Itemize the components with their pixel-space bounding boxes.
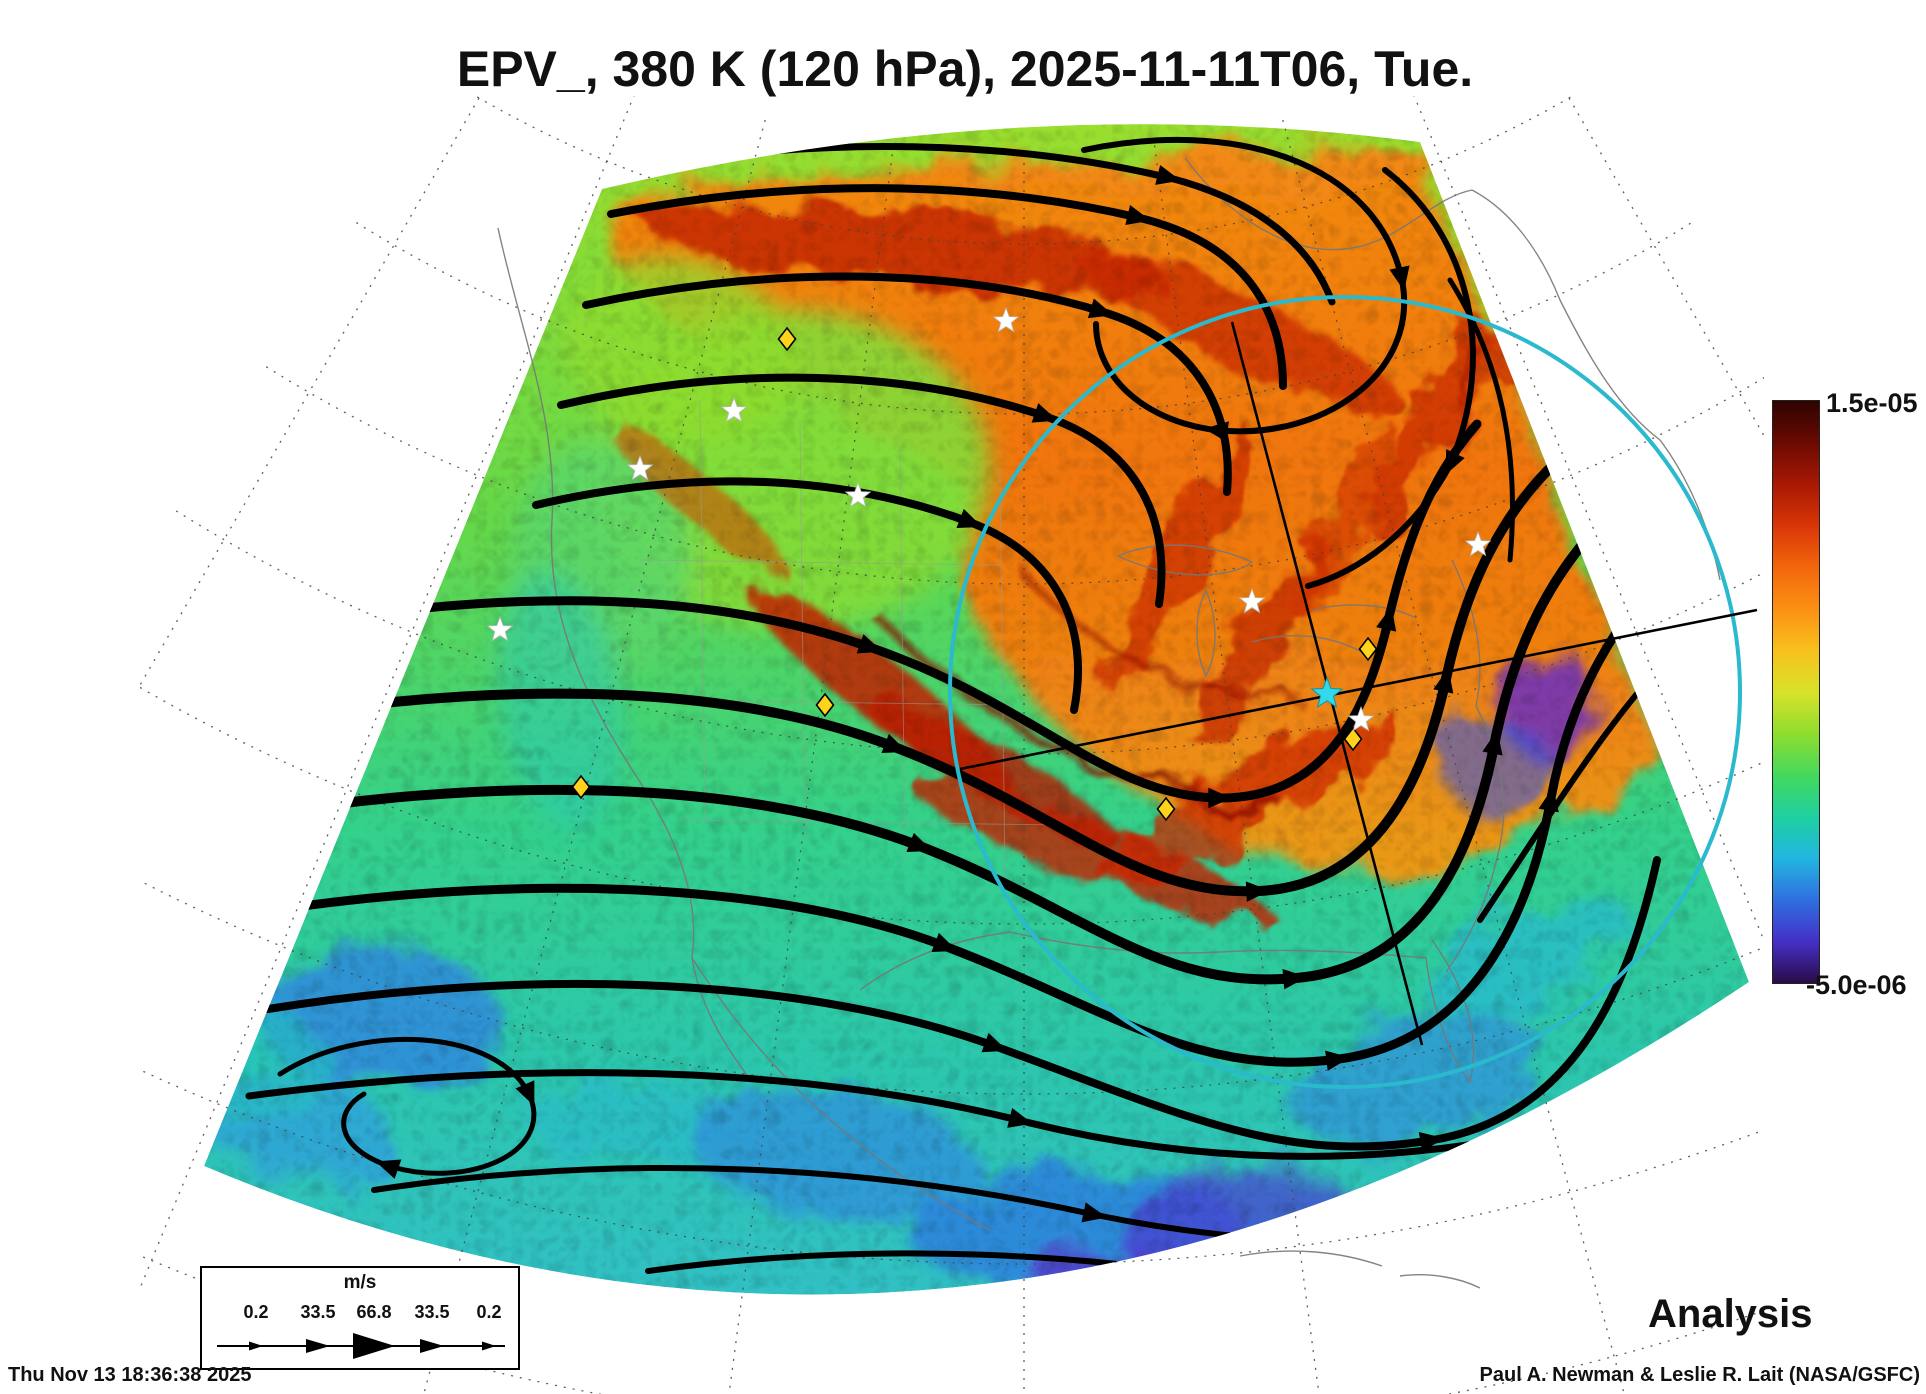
colorbar-min-label: -5.0e-06 xyxy=(1806,970,1907,1000)
white-star-marker xyxy=(626,454,654,481)
cyan-star-marker xyxy=(1310,676,1344,709)
wind-legend-value: 66.8 xyxy=(356,1302,392,1322)
yellow-diamond-marker xyxy=(1343,726,1363,752)
station-markers xyxy=(486,306,1492,822)
yellow-diamond-marker xyxy=(571,774,591,800)
wind-legend-value: 0.2 xyxy=(243,1302,269,1322)
page-title: EPV_, 380 K (120 hPa), 2025-11-11T06, Tu… xyxy=(456,41,1474,97)
wind-legend-value: 0.2 xyxy=(476,1302,502,1322)
arrow-small-left xyxy=(249,1341,263,1351)
white-star-marker xyxy=(1238,587,1266,614)
wind-legend-value: 33.5 xyxy=(300,1302,336,1322)
arrow-medium-left xyxy=(306,1339,330,1353)
white-star-marker xyxy=(992,306,1020,333)
white-star-marker xyxy=(720,396,748,423)
colorbar-max-label: 1.5e-05 xyxy=(1826,388,1918,418)
white-star-marker xyxy=(1464,530,1492,557)
cross-section-line xyxy=(959,608,1758,771)
white-star-marker xyxy=(844,481,872,508)
wind-legend-units: m/s xyxy=(343,1272,377,1293)
yellow-diamond-marker xyxy=(777,326,797,352)
yellow-diamond-marker xyxy=(1358,636,1378,662)
white-star-marker xyxy=(486,615,514,642)
wind-speed-legend: m/s 0.2 33.5 66.8 33.5 0.2 xyxy=(200,1266,520,1370)
arrow-large-center xyxy=(353,1333,395,1359)
generation-timestamp: Thu Nov 13 18:36:38 2025 xyxy=(8,1364,252,1386)
graticule xyxy=(140,96,1764,1394)
analysis-label: Analysis xyxy=(1648,1292,1813,1336)
range-circle xyxy=(948,295,1742,1089)
colorbar xyxy=(1772,400,1820,984)
wind-legend-value: 33.5 xyxy=(414,1302,450,1322)
arrow-medium-right xyxy=(420,1339,444,1353)
yellow-diamond-marker xyxy=(815,692,835,718)
wind-arrow-scale xyxy=(217,1333,505,1359)
yellow-diamond-marker xyxy=(1156,796,1176,822)
arrow-small-right xyxy=(482,1341,496,1351)
white-star-marker xyxy=(1347,705,1375,732)
credit-line: Paul A. Newman & Leslie R. Lait (NASA/GS… xyxy=(1479,1364,1920,1386)
wind-legend-values: 0.2 33.5 66.8 33.5 0.2 xyxy=(202,1302,518,1326)
